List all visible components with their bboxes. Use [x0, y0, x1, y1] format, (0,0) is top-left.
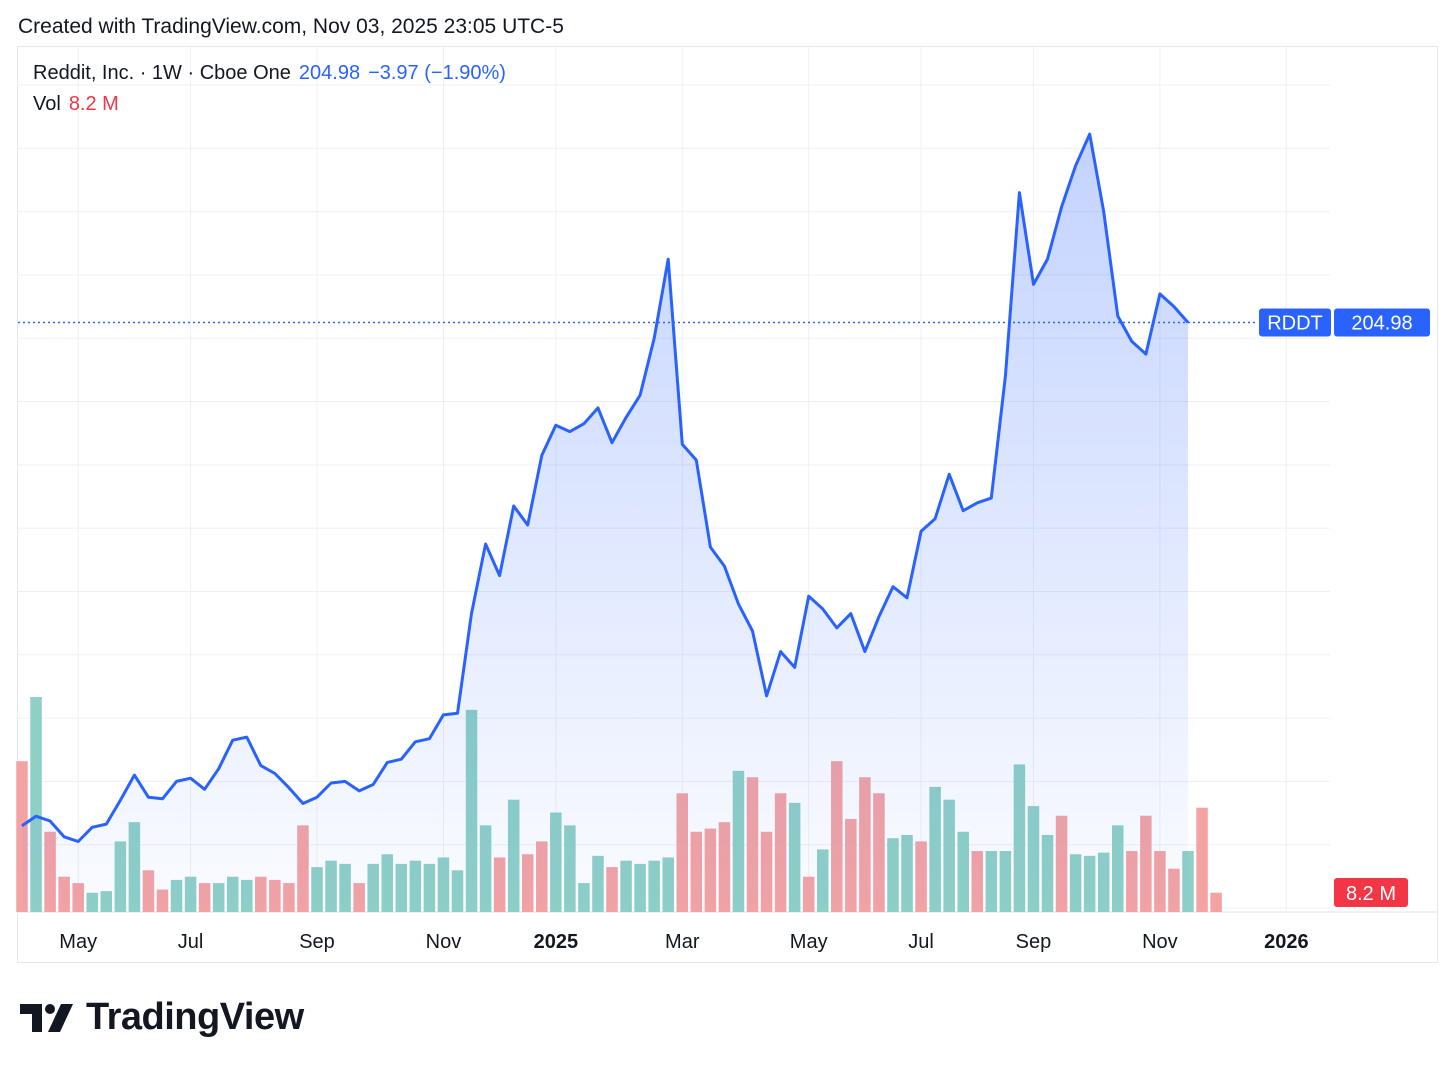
- y-tick-label: 240.00: [1374, 202, 1435, 224]
- created-with-caption: Created with TradingView.com, Nov 03, 20…: [18, 15, 564, 38]
- chart-legend: Reddit, Inc. · 1W · Cboe One 204.98 −3.97 …: [33, 62, 506, 124]
- y-tick-label: 220.00: [1374, 265, 1435, 287]
- y-tick-label: 260.00: [1374, 138, 1435, 160]
- x-tick-label: Sep: [1016, 931, 1052, 953]
- x-tick-label: May: [59, 931, 97, 953]
- y-tick-label: 100.00: [1374, 645, 1435, 667]
- volume-label: Vol: [33, 93, 61, 115]
- volume-bar: [30, 697, 42, 912]
- price-line: [21, 132, 1190, 843]
- tradingview-brand[interactable]: TradingView: [20, 996, 304, 1039]
- x-tick-label: Sep: [299, 931, 335, 953]
- last-volume-tag-label: 8.2 M: [1346, 883, 1396, 905]
- last-price-tag-label: 204.98: [1351, 312, 1412, 334]
- price-area-fill: [22, 134, 1188, 913]
- x-tick-label: Mar: [665, 931, 700, 953]
- y-tick-label: 120.00: [1374, 581, 1435, 603]
- y-tick-label: 60.00: [1380, 771, 1430, 793]
- ticker-tag-label: RDDT: [1267, 312, 1323, 334]
- x-tick-label: Nov: [1142, 931, 1178, 953]
- last-volume-tag: [1334, 878, 1408, 907]
- tradingview-logo-icon: [20, 1003, 73, 1032]
- ticker-tag: [1259, 308, 1331, 337]
- x-tick-label: May: [790, 931, 828, 953]
- x-tick-label: 2026: [1264, 931, 1309, 953]
- y-tick-label: 80.00: [1380, 708, 1430, 730]
- brand-name: TradingView: [86, 996, 304, 1038]
- price-area: [21, 132, 1190, 913]
- chart-axes: 280.00260.00240.00220.00200.00180.00160.…: [59, 75, 1435, 953]
- symbol-description: Reddit, Inc. · 1W · Cboe One: [33, 62, 291, 84]
- volume-bar: [1210, 892, 1222, 912]
- y-tick-label: 160.00: [1374, 455, 1435, 477]
- y-tick-label: 140.00: [1374, 518, 1435, 540]
- y-tick-label: 280.00: [1374, 75, 1435, 97]
- x-tick-label: Jul: [178, 931, 204, 953]
- volume-legend-row[interactable]: Vol 8.2 M: [33, 93, 506, 124]
- legend-last-price: 204.98: [298, 62, 361, 84]
- x-tick-label: Jul: [908, 931, 934, 953]
- last-price-tag: [1334, 308, 1430, 337]
- symbol-legend-row[interactable]: Reddit, Inc. · 1W · Cboe One 204.98 −3.97 …: [33, 62, 506, 93]
- volume-bar: [1196, 807, 1208, 912]
- x-tick-label: 2025: [534, 931, 579, 953]
- chart-frame: [17, 46, 1438, 963]
- x-tick-label: Nov: [426, 931, 462, 953]
- y-tick-label: 180.00: [1374, 392, 1435, 414]
- y-tick-label: 40.00: [1380, 835, 1430, 857]
- price-tags: RDDT 204.98 8.2 M: [18, 308, 1430, 907]
- volume-value: 8.2 M: [68, 93, 119, 115]
- legend-change: −3.97 (−1.90%): [368, 62, 506, 84]
